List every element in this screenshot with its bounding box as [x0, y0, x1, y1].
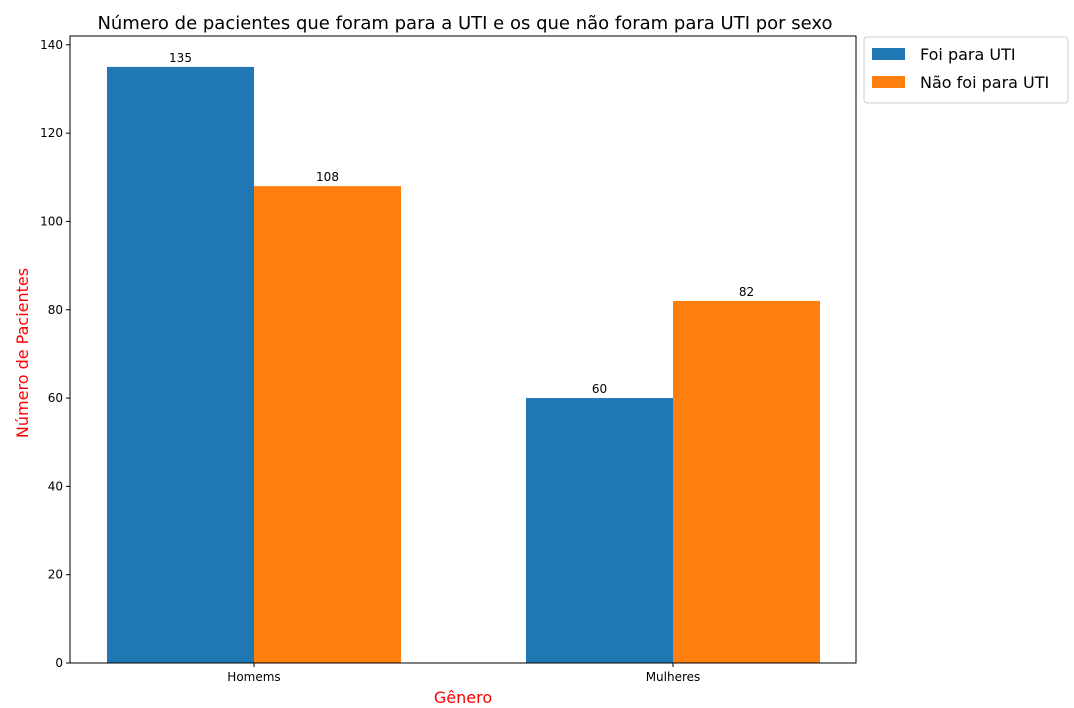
legend-swatch — [872, 48, 905, 60]
legend-label: Não foi para UTI — [920, 73, 1049, 92]
chart-title: Número de pacientes que foram para a UTI… — [97, 13, 832, 34]
legend-frame — [863, 36, 1069, 104]
y-axis-title: Número de Pacientes — [13, 268, 32, 438]
data-label: 135 — [169, 51, 192, 65]
y-tick-label: 100 — [40, 214, 63, 228]
legend-swatch — [872, 76, 905, 88]
y-tick-label: 0 — [55, 656, 63, 670]
x-axis-title: Gênero — [434, 688, 492, 707]
y-tick-label: 20 — [48, 568, 63, 582]
data-label: 60 — [592, 382, 607, 396]
legend-items: Foi para UTI Não foi para UTI — [872, 45, 1049, 92]
y-tick-label: 140 — [40, 38, 63, 52]
legend: Foi para UTI Não foi para UTI — [863, 36, 1069, 104]
bar — [526, 398, 673, 663]
x-axis: Homems Mulheres — [227, 663, 700, 684]
x-tick-label: Mulheres — [646, 670, 701, 684]
bar — [107, 66, 254, 663]
bars-layer — [107, 66, 820, 663]
plot-frame — [69, 35, 857, 664]
data-label: 108 — [316, 170, 339, 184]
bar — [254, 186, 401, 663]
y-tick-label: 80 — [48, 303, 63, 317]
y-tick-label: 60 — [48, 391, 63, 405]
bar — [673, 300, 820, 663]
legend-label: Foi para UTI — [920, 45, 1016, 64]
y-tick-label: 120 — [40, 126, 63, 140]
x-tick-label: Homems — [227, 670, 280, 684]
y-tick-label: 40 — [48, 479, 63, 493]
data-label: 82 — [739, 285, 754, 299]
y-axis: 0 20 40 60 80 100 120 140 — [40, 38, 70, 670]
data-labels-layer: 135 108 60 82 — [169, 51, 754, 396]
